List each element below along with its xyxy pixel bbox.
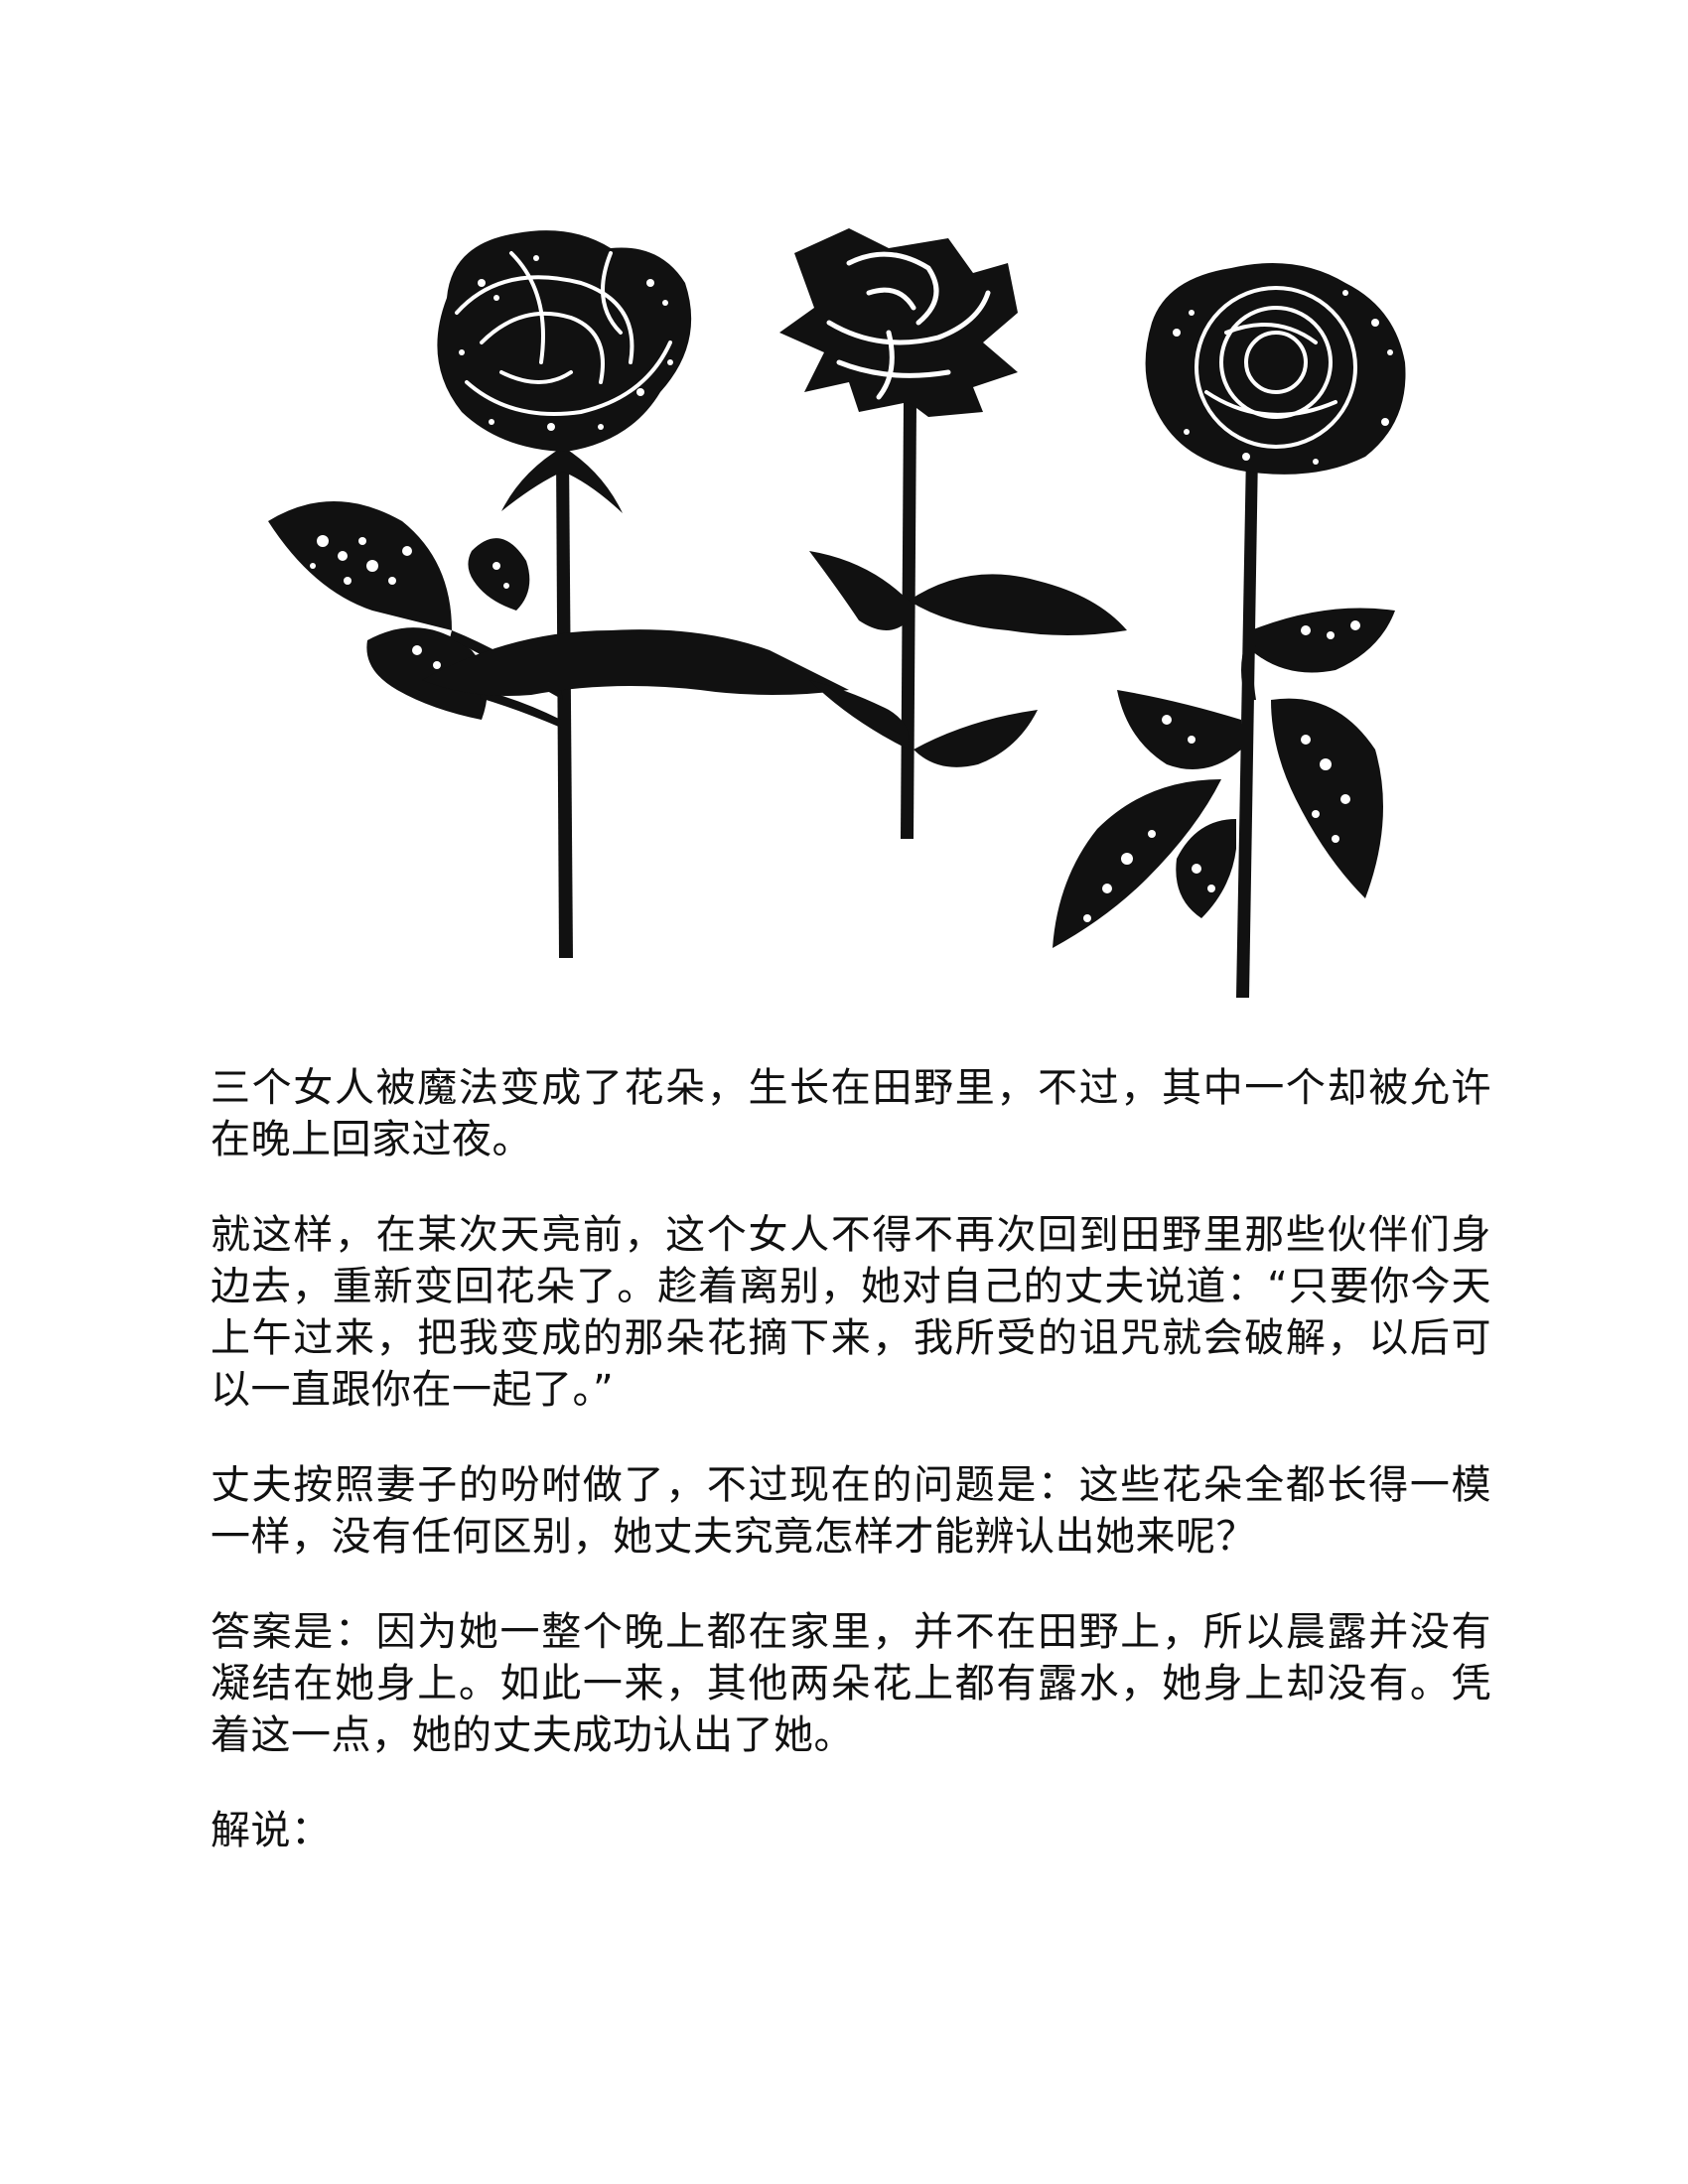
right-rose: [1053, 263, 1406, 998]
paragraph-story: 就这样，在某次天亮前，这个女人不得不再次回到田野里那些伙伴们身边去，重新变回花朵…: [211, 1212, 1491, 1413]
rose-illustration: [253, 223, 1445, 1008]
roses-icon: [268, 228, 1406, 998]
paragraph-explanation-label: 解说：: [211, 1808, 332, 1853]
middle-rose: [422, 228, 1127, 839]
left-rose: [268, 230, 692, 958]
paragraph-question: 丈夫按照妻子的吩咐做了，不过现在的问题是：这些花朵全都长得一模一样，没有任何区别…: [211, 1462, 1491, 1560]
paragraph-intro: 三个女人被魔法变成了花朵，生长在田野里，不过，其中一个却被允许在晚上回家过夜。: [211, 1065, 1491, 1162]
paragraph-answer: 答案是：因为她一整个晚上都在家里，并不在田野上，所以晨露并没有凝结在她身上。如此…: [211, 1609, 1491, 1758]
story-text: 三个女人被魔法变成了花朵，生长在田野里，不过，其中一个却被允许在晚上回家过夜。 …: [211, 1062, 1491, 1900]
